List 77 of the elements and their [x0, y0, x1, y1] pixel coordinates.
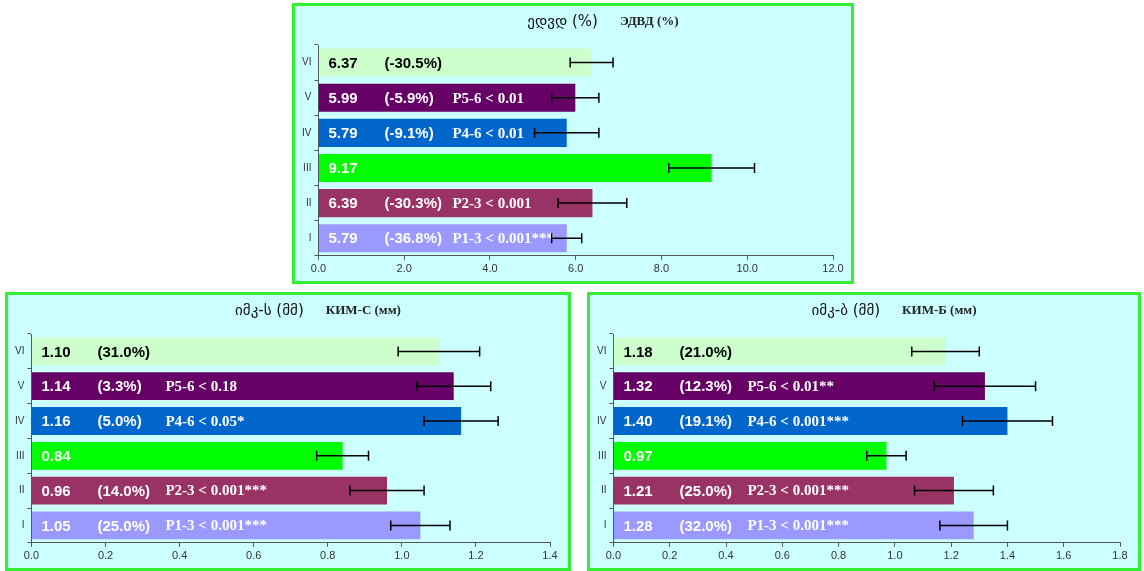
x-tick-label: 1.8 [1112, 549, 1128, 562]
data-label: 0.97 [623, 446, 653, 464]
x-tick-label: 0.2 [97, 549, 114, 562]
bar [613, 337, 946, 366]
y-tick-label: II [600, 484, 607, 496]
y-tick-label: I [308, 231, 312, 243]
y-tick-label: V [17, 379, 25, 391]
x-tick-label: 1.6 [1056, 549, 1072, 562]
x-tick-label: 0.8 [830, 549, 847, 562]
x-tick-label: 1.0 [394, 549, 410, 562]
bar [613, 372, 985, 401]
data-label: 9.17 [328, 159, 358, 177]
chart-subtitle: ЭДВД (%) [619, 13, 679, 29]
data-label: 0.84 [41, 446, 72, 464]
x-tick-label: 1.2 [943, 549, 959, 562]
chart-title: იმკ-ბ (მმ) [811, 301, 881, 319]
bar [318, 48, 592, 77]
text: 1.40 (19.1%) P4-6 < 0.001*** [623, 412, 849, 430]
x-tick-label: 6.0 [568, 262, 584, 275]
x-tick-label: 0.8 [320, 549, 336, 562]
x-tick-label: 12.0 [822, 262, 844, 275]
x-tick-label: 10.0 [736, 262, 758, 275]
chart-subtitle: КИМ-Б (мм) [902, 302, 977, 318]
y-tick-label: III [16, 449, 25, 461]
text: 1.14 (3.3%) P5-6 < 0.18 [41, 377, 237, 395]
x-tick-label: 4.0 [482, 262, 498, 275]
y-tick-label: V [304, 91, 312, 103]
y-tick-label: IV [15, 414, 25, 426]
y-tick-label: II [305, 196, 312, 208]
bar [31, 441, 343, 470]
y-tick-label: III [303, 161, 312, 173]
text: 1.05 (25.0%) P1-3 < 0.001*** [41, 516, 267, 534]
text: 6.37 (-30.5%) [328, 53, 442, 71]
text: 1.28 (32.0%) P1-3 < 0.001*** [623, 516, 849, 534]
chart-title: ედვდ (%) [527, 12, 598, 30]
x-tick-label: 0.2 [662, 549, 678, 562]
text: 1.16 (5.0%) P4-6 < 0.05* [41, 412, 245, 430]
y-tick-label: VI [597, 345, 607, 357]
y-tick-label: III [598, 449, 607, 461]
x-tick-label: 8.0 [653, 262, 670, 275]
y-tick-label: I [21, 519, 25, 531]
text: 5.79 (-9.1%) P4-6 < 0.01 [328, 123, 524, 141]
text: 0.96 (14.0%) P2-3 < 0.001*** [41, 481, 267, 499]
x-tick-label: 0.0 [23, 549, 40, 562]
bar [31, 407, 462, 435]
x-tick-label: 0.0 [605, 549, 622, 562]
chart-title: იმკ-ს (მმ) [235, 301, 304, 319]
text: 1.21 (25.0%) P2-3 < 0.001*** [623, 481, 849, 499]
bar [613, 407, 1008, 435]
y-tick-label: IV [302, 126, 312, 138]
bar [31, 372, 454, 401]
x-tick-label: 1.2 [468, 549, 484, 562]
y-tick-label: V [599, 379, 607, 391]
bar [318, 153, 712, 183]
y-tick-label: I [603, 519, 607, 531]
x-tick-label: 1.4 [542, 549, 558, 562]
x-tick-label: 1.4 [999, 549, 1016, 562]
x-tick-label: 1.0 [887, 549, 903, 562]
bar [31, 511, 421, 540]
y-tick-label: II [18, 484, 25, 496]
bar [613, 441, 887, 470]
x-tick-label: 0.0 [310, 262, 327, 275]
text: 1.10 (31.0%) [41, 342, 150, 360]
x-tick-label: 0.6 [246, 549, 262, 562]
y-tick-label: IV [597, 414, 607, 426]
x-tick-label: 0.4 [171, 549, 188, 562]
text: 5.99 (-5.9%) P5-6 < 0.01 [328, 88, 524, 106]
x-tick-label: 2.0 [396, 262, 412, 275]
text: 1.32 (12.3%) P5-6 < 0.01** [623, 377, 834, 395]
text: 1.18 (21.0%) [623, 342, 732, 360]
bar [31, 337, 439, 366]
x-tick-label: 0.6 [774, 549, 790, 562]
x-tick-label: 0.4 [718, 549, 734, 562]
y-tick-label: VI [302, 56, 312, 68]
text: 6.39 (-30.3%) P2-3 < 0.001 [328, 194, 532, 212]
chart-subtitle: КИМ-С (мм) [325, 302, 401, 318]
y-tick-label: VI [15, 345, 25, 357]
